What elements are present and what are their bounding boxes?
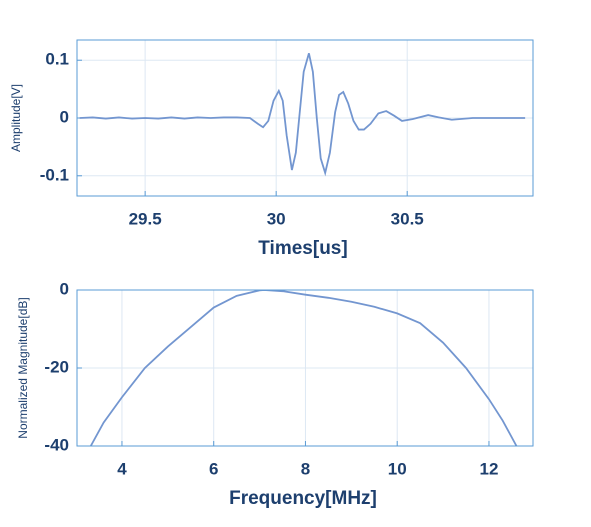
x-tick-label: 6: [209, 459, 218, 478]
x-tick-label: 8: [301, 459, 310, 478]
subplot: 4 6 8 10 12 -40 -20 0 Frequency[MHz] Normalized M…: [16, 279, 534, 509]
axes-frame: [76, 39, 534, 197]
x-axis-label: Times[us]: [258, 238, 347, 259]
y-tick-label: 0: [60, 107, 69, 126]
x-tick-label: 30.5: [391, 209, 424, 228]
y-tick-label: -40: [44, 435, 69, 454]
y-tick-label: 0: [60, 279, 69, 298]
x-tick-label: 30: [267, 209, 286, 228]
y-tick-label: -20: [44, 357, 69, 376]
data-line: [79, 53, 526, 177]
x-tick-label: 29.5: [129, 209, 162, 228]
subplot: 29.5 30 30.5 -0.1 0 0.1 Times[us] Amplitude[V]: [9, 39, 534, 259]
x-tick-label: 12: [479, 459, 498, 478]
y-axis-label: Normalized Magnitude[dB]: [16, 297, 30, 438]
x-tick-label: 10: [388, 459, 407, 478]
x-axis-label: Frequency[MHz]: [229, 488, 377, 509]
data-line: [89, 290, 518, 446]
x-tick-label: 4: [117, 459, 127, 478]
y-axis-label: Amplitude[V]: [9, 84, 23, 152]
y-tick-label: 0.1: [45, 50, 69, 69]
y-tick-label: -0.1: [40, 165, 69, 184]
axes-frame: [76, 289, 534, 447]
